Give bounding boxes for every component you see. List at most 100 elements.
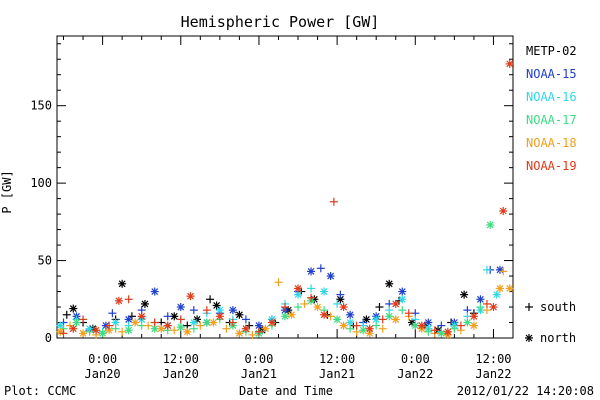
- data-point-south: [241, 315, 250, 324]
- legend-entry: NOAA-18: [526, 136, 577, 150]
- data-point-north: [365, 324, 374, 333]
- data-point-north: [261, 324, 270, 333]
- data-point-north: [241, 324, 250, 333]
- marker-label: south: [540, 300, 576, 314]
- data-point-north: [202, 318, 211, 327]
- footer-left: Plot: CCMC: [4, 384, 76, 398]
- data-point-north: [460, 290, 469, 299]
- data-point-south: [346, 324, 355, 333]
- data-point-south: [59, 329, 68, 338]
- data-point-north: [417, 321, 426, 330]
- x-tick-label-time: 12:00: [319, 352, 355, 366]
- data-point-north: [385, 279, 394, 288]
- data-point-south: [329, 197, 338, 206]
- legend: METP-02 NOAA-15 NOAA-16 NOAA-17 NOAA-18 NOAA-…: [526, 44, 577, 173]
- data-point-north: [339, 303, 348, 312]
- marker-label: north: [540, 331, 576, 345]
- data-point-north: [443, 327, 452, 336]
- data-point-north: [320, 310, 329, 319]
- data-point-south: [372, 321, 381, 330]
- x-tick-label-date: Jan22: [397, 367, 433, 381]
- data-point-south: [294, 303, 303, 312]
- data-point-south: [378, 315, 387, 324]
- data-point-north: [294, 284, 303, 293]
- x-axis-label: Date and Time: [239, 384, 333, 398]
- data-point-north: [492, 290, 501, 299]
- footer-timestamp: 2012/01/22 14:20:08: [457, 384, 594, 398]
- data-point-north: [69, 304, 78, 313]
- data-point-north: [391, 299, 400, 308]
- y-tick-label: 150: [30, 99, 52, 113]
- data-point-north: [186, 292, 195, 301]
- data-point-north: [131, 318, 140, 327]
- marker-legend: south north: [525, 300, 576, 345]
- data-point-south: [108, 309, 117, 318]
- data-point-south: [124, 295, 133, 304]
- data-point-south: [189, 324, 198, 333]
- data-point-south: [202, 306, 211, 315]
- data-point-north: [287, 310, 296, 319]
- data-point-south: [336, 290, 345, 299]
- data-point-south: [316, 264, 325, 273]
- data-point-south: [222, 324, 231, 333]
- data-point-north: [157, 324, 166, 333]
- y-axis-ticks: 0 50 100 150: [30, 43, 513, 345]
- y-tick-label: 50: [38, 254, 52, 268]
- data-point-north: [228, 306, 237, 315]
- x-tick-label-date: Jan20: [85, 367, 121, 381]
- data-point-north: [489, 303, 498, 312]
- data-point-south: [404, 309, 413, 318]
- y-tick-label: 0: [45, 331, 52, 345]
- legend-entry: NOAA-16: [526, 90, 577, 104]
- data-point-north: [398, 295, 407, 304]
- marker-symbol-north: [525, 334, 533, 342]
- data-point-south: [274, 278, 283, 287]
- data-point-south: [482, 299, 491, 308]
- data-point-north: [118, 279, 127, 288]
- x-tick-label-time: 0:00: [88, 352, 117, 366]
- data-point-south: [150, 318, 159, 327]
- data-point-north: [398, 287, 407, 296]
- x-tick-label-date: Jan21: [241, 367, 277, 381]
- data-point-south: [228, 318, 237, 327]
- data-point-south: [476, 303, 485, 312]
- data-point-north: [163, 321, 172, 330]
- data-point-north: [469, 312, 478, 321]
- data-point-north: [183, 327, 192, 336]
- marker-symbol-south: [525, 303, 533, 311]
- data-point-north: [114, 296, 123, 305]
- data-point-north: [333, 315, 342, 324]
- data-point-south: [430, 326, 439, 335]
- data-point-south: [333, 299, 342, 308]
- data-point-south: [189, 306, 198, 315]
- data-point-south: [105, 321, 114, 330]
- data-point-north: [92, 326, 101, 335]
- data-point-north: [79, 329, 88, 338]
- data-point-north: [189, 318, 198, 327]
- data-point-south: [450, 324, 459, 333]
- data-point-south: [163, 312, 172, 321]
- legend-entry: NOAA-17: [526, 113, 577, 127]
- data-point-north: [176, 323, 185, 332]
- data-point-north: [212, 301, 221, 310]
- data-point-north: [281, 312, 289, 321]
- x-tick-label-date: Jan22: [475, 367, 511, 381]
- data-point-south: [352, 321, 361, 330]
- x-tick-label-date: Jan21: [319, 367, 355, 381]
- data-point-north: [326, 272, 335, 281]
- legend-entry: NOAA-15: [526, 67, 577, 81]
- data-point-south: [499, 267, 508, 276]
- legend-entry: METP-02: [526, 44, 577, 58]
- data-point-north: [463, 318, 472, 327]
- data-point-north: [505, 59, 514, 68]
- data-point-north: [140, 299, 149, 308]
- data-point-north: [176, 303, 185, 312]
- data-point-north: [469, 321, 478, 330]
- data-point-north: [346, 310, 355, 319]
- data-point-north: [359, 326, 368, 335]
- data-point-north: [69, 324, 78, 333]
- data-point-north: [476, 295, 485, 304]
- data-point-south: [326, 312, 335, 321]
- data-point-south: [254, 327, 263, 336]
- data-point-north: [137, 312, 146, 321]
